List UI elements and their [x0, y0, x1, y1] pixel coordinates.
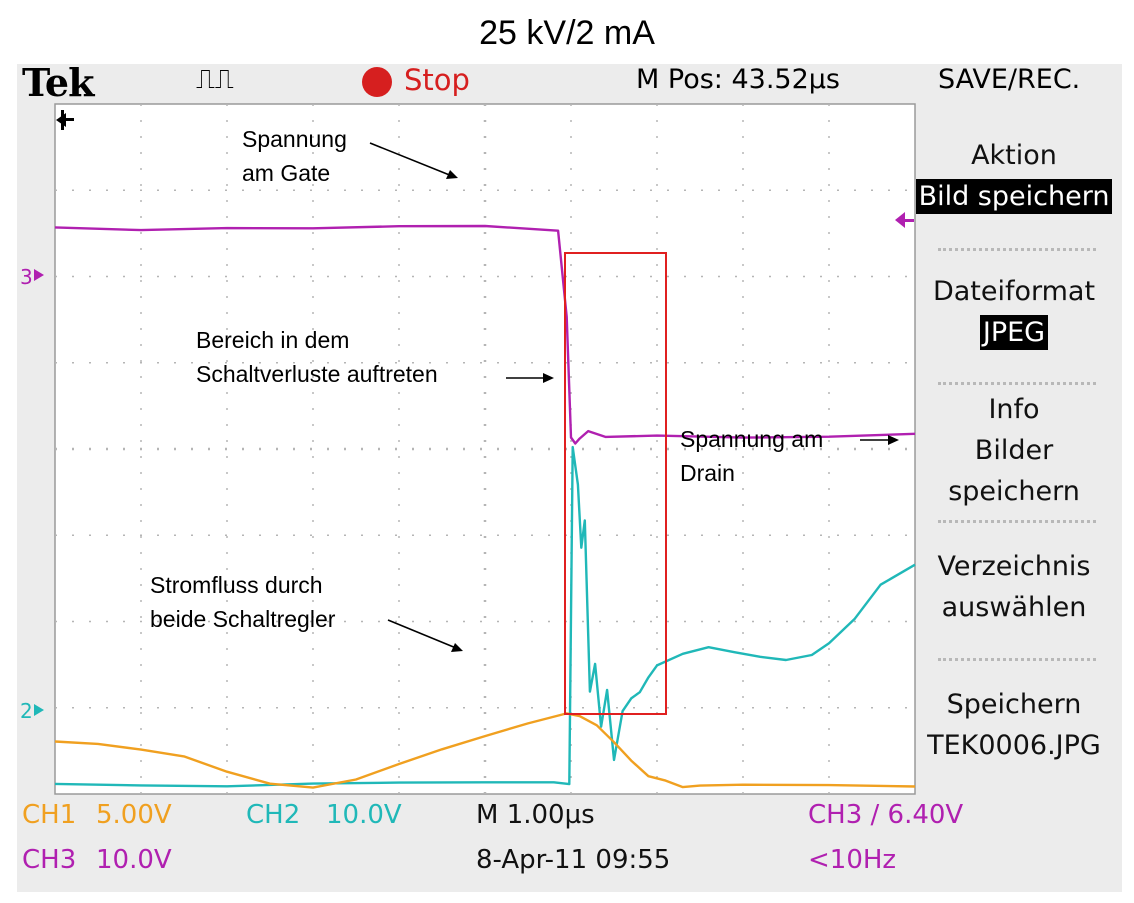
ch3-ground-marker: 3 [20, 265, 33, 289]
gate-arrow [369, 142, 453, 177]
menu-aktion-label: Aktion [971, 140, 1057, 171]
region-annotation: Bereich in dem Schaltverluste auftreten [196, 327, 438, 387]
menu-verzeichnis[interactable]: Verzeichnis auswählen [914, 546, 1114, 628]
current-arrow [387, 619, 457, 649]
switching-loss-region [564, 252, 667, 715]
menu-info-line1: Info [988, 394, 1040, 425]
stop-icon [362, 67, 392, 97]
brand-logo: Tek [22, 60, 94, 105]
trace-ch3 [54, 224, 916, 445]
menu-dir-line1: Verzeichnis [937, 551, 1091, 582]
menu-divider [938, 248, 1096, 251]
trigger-level-marker [895, 212, 905, 228]
plot-area [54, 103, 916, 795]
ch2-label: CH2 [246, 800, 301, 830]
menu-dateiformat[interactable]: Dateiformat JPEG [914, 271, 1114, 353]
menu-dir-line2: auswählen [941, 592, 1087, 623]
timebase: M 1.00µs [476, 800, 595, 830]
ch3-marker-arrow [34, 269, 44, 281]
menu-save-line2: TEK0006.JPG [927, 730, 1101, 761]
trace-ch2 [54, 445, 916, 788]
ch3-label: CH3 [22, 845, 77, 875]
run-state: Stop [404, 63, 470, 97]
menu-divider [938, 658, 1096, 661]
menu-aktion[interactable]: Aktion Bild speichern [914, 135, 1114, 217]
drain-annotation: Spannung am Drain [680, 426, 824, 486]
traces [54, 224, 916, 789]
menu-info-line2: Bilder [974, 435, 1054, 466]
current-annotation: Stromfluss durch beide Schaltregler [150, 572, 336, 632]
page-title: 25 kV/2 mA [479, 14, 655, 52]
horizontal-position: M Pos: 43.52µs [636, 64, 841, 95]
menu-divider [938, 520, 1096, 523]
menu-format-label: Dateiformat [932, 276, 1096, 307]
menu-divider [938, 382, 1096, 385]
datetime: 8-Apr-11 09:55 [476, 845, 671, 875]
ch3-scale: 10.0V [96, 845, 172, 875]
graticule [54, 103, 916, 795]
ch2-ground-marker: 2 [20, 699, 33, 723]
frequency: <10Hz [808, 845, 897, 875]
trigger-type-icon: ⎍⎍ [196, 64, 234, 95]
menu-format-value: JPEG [979, 315, 1049, 350]
ch1-scale: 5.00V [96, 800, 172, 830]
trigger-readout: CH3 ∕ 6.40V [808, 800, 964, 830]
ch1-label: CH1 [22, 800, 77, 830]
menu-speichern[interactable]: Speichern TEK0006.JPG [914, 684, 1114, 766]
ch2-scale: 10.0V [326, 800, 402, 830]
overlay: 3 2 [20, 110, 914, 723]
menu-info[interactable]: Info Bilder speichern [914, 389, 1114, 512]
menu-title: SAVE/REC. [938, 64, 1081, 95]
menu-info-line3: speichern [948, 476, 1080, 507]
menu-save-line1: Speichern [946, 689, 1082, 720]
menu-aktion-value: Bild speichern [915, 179, 1113, 214]
ch2-marker-arrow [34, 704, 44, 716]
trace-ch1 [54, 712, 916, 789]
gate-annotation: Spannung am Gate [242, 126, 347, 186]
